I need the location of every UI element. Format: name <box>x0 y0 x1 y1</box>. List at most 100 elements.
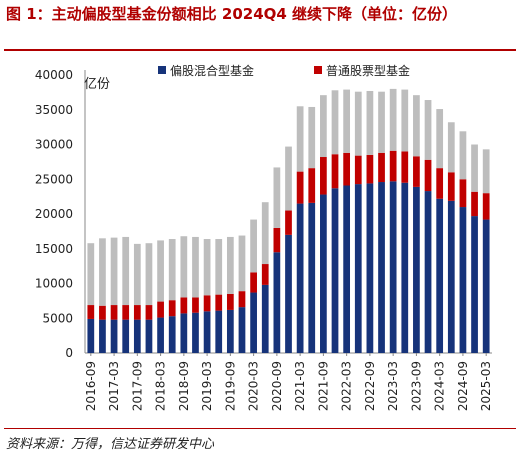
x-tick-label: 2023-09 <box>409 361 423 411</box>
x-tick-label: 2016-09 <box>84 361 98 411</box>
bar-partial <box>413 186 420 353</box>
axis-layer: 0 5000 10000 15000 20000 25000 30000 35000 40000… <box>35 68 493 411</box>
bar-other <box>331 90 339 155</box>
bar-other <box>436 109 444 169</box>
bar-normal <box>250 272 257 293</box>
bar-normal <box>308 168 316 203</box>
bar-normal <box>261 264 269 285</box>
bar-normal <box>203 295 211 312</box>
title-rule <box>4 49 516 51</box>
bar-other <box>273 167 281 228</box>
bar-normal <box>389 150 397 182</box>
bar-other <box>122 236 130 306</box>
bar-other <box>133 243 141 306</box>
x-tick-label: 2020-09 <box>270 361 284 411</box>
bar-other <box>285 146 292 211</box>
bar-other <box>389 88 397 151</box>
bar-normal <box>110 305 118 320</box>
bar-normal <box>447 172 455 201</box>
bar-normal <box>413 156 420 187</box>
bar-partial <box>436 198 444 353</box>
source-rule <box>4 428 516 429</box>
bar-partial <box>215 310 223 353</box>
figure-title: 图 1：主动偏股型基金份额相比 2024Q4 继续下降（单位：亿份） <box>6 5 458 23</box>
y-tick-label: 20000 <box>35 207 73 221</box>
stacked-bar-chart: 0 5000 10000 15000 20000 25000 30000 35000 40000… <box>35 63 493 411</box>
bar-partial <box>192 312 199 353</box>
bar-partial <box>99 319 106 353</box>
bar-normal <box>320 157 327 195</box>
y-tick-label: 40000 <box>35 68 73 82</box>
bar-other <box>180 236 188 298</box>
bar-other <box>226 236 234 294</box>
bar-other <box>447 122 455 173</box>
bar-partial <box>296 203 304 353</box>
bar-partial <box>331 188 339 353</box>
x-tick-label: 2024-03 <box>433 361 447 411</box>
bar-other <box>401 89 409 152</box>
bar-other <box>110 237 118 306</box>
bar-partial <box>285 234 292 353</box>
bar-partial <box>366 183 374 353</box>
legend: 偏股混合型基金 普通股票型基金 <box>158 63 410 78</box>
bar-other <box>308 106 316 169</box>
bar-other <box>145 243 153 306</box>
bar-partial <box>180 313 188 353</box>
bar-other <box>378 91 385 153</box>
y-tick-label: 30000 <box>35 138 73 152</box>
bar-partial <box>459 207 467 353</box>
x-tick-label: 2017-09 <box>130 361 144 411</box>
bar-partial <box>354 184 362 353</box>
bar-other <box>482 149 490 194</box>
bar-partial <box>389 181 397 353</box>
y-tick-label: 0 <box>65 346 73 360</box>
y-tick-label: 10000 <box>35 277 73 291</box>
x-tick-label: 2017-03 <box>107 361 121 411</box>
bar-partial <box>424 191 432 353</box>
bar-other <box>168 239 176 301</box>
bar-partial <box>320 194 327 353</box>
bar-other <box>424 100 432 160</box>
bar-other <box>366 90 374 155</box>
bar-partial <box>122 319 130 353</box>
bar-partial <box>273 252 281 353</box>
x-tick-label: 2021-03 <box>293 361 307 411</box>
bar-other <box>238 235 246 292</box>
source-note: 资料来源：万得，信达证券研发中心 <box>6 437 215 452</box>
x-tick-label: 2018-09 <box>177 361 191 411</box>
y-tick-label: 25000 <box>35 172 73 186</box>
bar-other <box>192 236 199 298</box>
bar-partial <box>226 309 234 353</box>
y-tick-label: 15000 <box>35 242 73 256</box>
bar-other <box>343 89 351 153</box>
x-tick-label: 2021-09 <box>316 361 330 411</box>
legend-label-partial: 偏股混合型基金 <box>170 63 254 78</box>
bar-normal <box>366 154 374 184</box>
bar-partial <box>157 317 164 353</box>
y-tick-label: 5000 <box>42 311 73 325</box>
bar-partial <box>110 319 118 353</box>
bar-partial <box>133 319 141 353</box>
bar-partial <box>250 292 257 353</box>
bar-other <box>320 95 327 158</box>
bar-normal <box>482 193 490 220</box>
bar-other <box>296 106 304 172</box>
bar-normal <box>238 291 246 308</box>
bar-normal <box>436 168 444 199</box>
legend-swatch-normal <box>314 66 322 74</box>
bar-normal <box>401 151 409 183</box>
legend-label-normal: 普通股票型基金 <box>326 63 410 78</box>
bar-other <box>215 239 223 295</box>
bar-normal <box>459 179 467 208</box>
bar-partial <box>238 307 246 353</box>
x-tick-label: 2019-03 <box>200 361 214 411</box>
bar-normal <box>87 305 95 319</box>
bar-partial <box>378 182 385 353</box>
bar-partial <box>203 311 211 353</box>
x-tick-label: 2018-03 <box>154 361 168 411</box>
bar-other <box>471 144 478 192</box>
y-tick-label: 35000 <box>35 103 73 117</box>
bar-normal <box>471 191 478 217</box>
bar-other <box>261 202 269 265</box>
bar-normal <box>354 155 362 185</box>
